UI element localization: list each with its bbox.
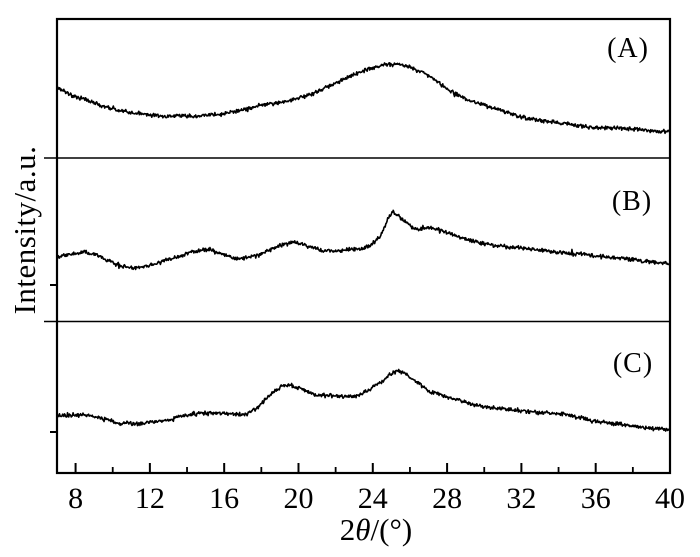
x-tick-label: 28: [432, 482, 463, 515]
x-tick-label: 36: [580, 482, 611, 515]
panel-label-b: (B): [611, 186, 653, 217]
panel-label-a: (A): [607, 33, 649, 64]
x-axis-label: 2θ/(°): [340, 512, 412, 548]
xrd-trace-b: [56, 209, 671, 271]
x-axis-label-suffix: /(°): [370, 512, 413, 547]
x-tick-label: 12: [134, 482, 165, 515]
x-tick-label: 32: [506, 482, 537, 515]
x-tick-label: 16: [209, 482, 240, 515]
x-tick-label: 24: [357, 482, 388, 515]
xrd-trace-a: [56, 62, 671, 135]
x-tick-label: 40: [655, 482, 685, 515]
y-axis-label: Intensity/a.u.: [7, 145, 42, 315]
x-tick-label: 8: [68, 482, 84, 515]
x-tick-label: 20: [283, 482, 314, 515]
x-axis-label-prefix: 2: [339, 512, 356, 547]
panel-label-c: (C): [612, 348, 654, 379]
x-axis-label-theta: θ: [355, 512, 371, 547]
xrd-trace-c: [56, 368, 671, 432]
plot-frame: [55, 17, 672, 475]
